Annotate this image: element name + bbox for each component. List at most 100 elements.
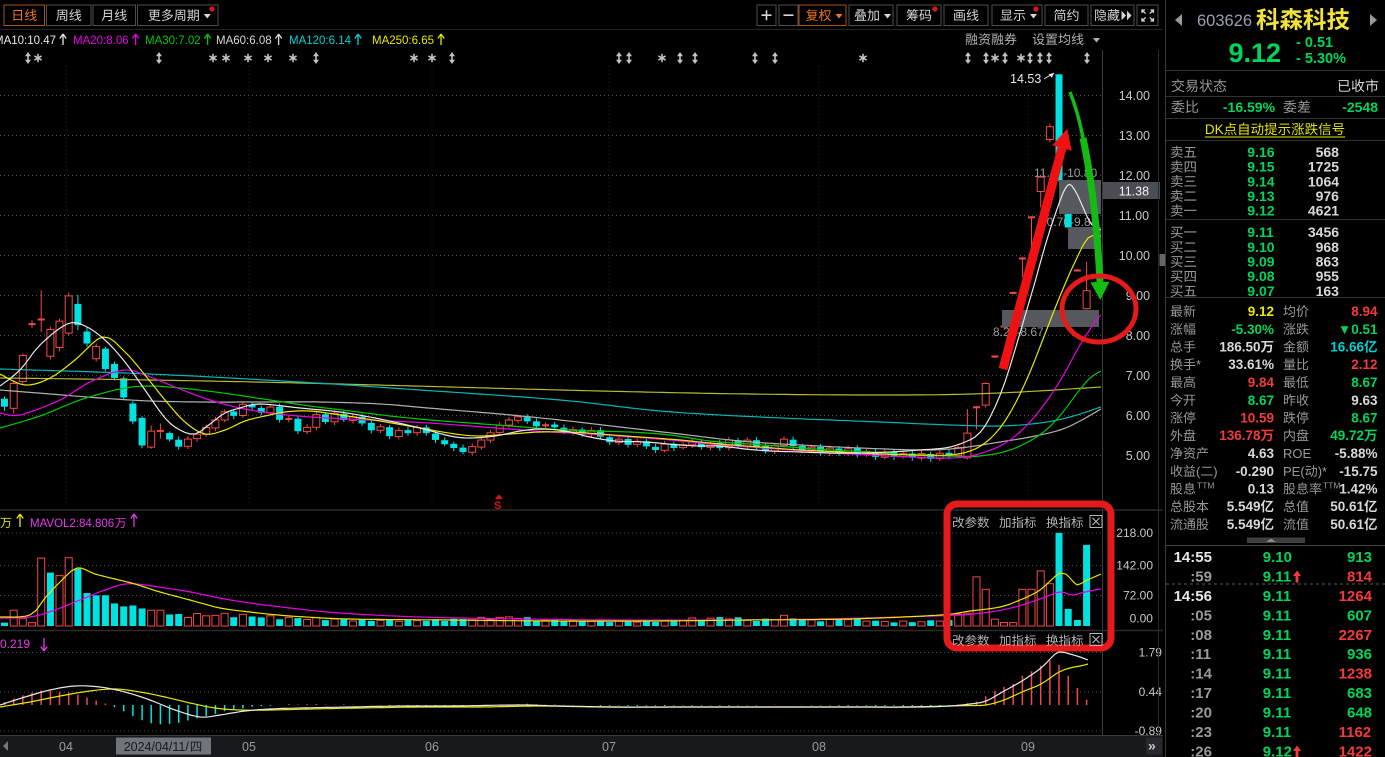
svg-text:683: 683 (1347, 685, 1372, 702)
svg-text:3456: 3456 (1308, 224, 1339, 240)
svg-text:7.00: 7.00 (1126, 369, 1150, 383)
svg-text:72.00: 72.00 (1123, 589, 1153, 603)
svg-text:11.38: 11.38 (1119, 185, 1149, 199)
svg-text:S: S (494, 500, 501, 512)
svg-text:163: 163 (1316, 283, 1340, 299)
svg-text:976: 976 (1316, 188, 1340, 204)
svg-text:MA30:7.02: MA30:7.02 (145, 35, 201, 47)
svg-text:8.21-8.67: 8.21-8.67 (993, 325, 1044, 339)
svg-text:9.12: 9.12 (1263, 744, 1292, 757)
svg-text:9.16: 9.16 (1247, 144, 1274, 160)
svg-text:9.12: 9.12 (1248, 304, 1274, 319)
svg-text:MAVOL2:84.806: MAVOL2:84.806 (30, 518, 114, 530)
svg-text:TTM: TTM (1197, 481, 1214, 491)
svg-text:1238: 1238 (1339, 666, 1372, 683)
svg-text:4.63: 4.63 (1248, 446, 1275, 461)
svg-text:9.11: 9.11 (1263, 685, 1291, 702)
svg-text:14:56: 14:56 (1174, 588, 1212, 605)
svg-text:9.15: 9.15 (1247, 159, 1274, 175)
svg-text:11.00: 11.00 (1119, 209, 1149, 223)
svg-text:- 5.30%: - 5.30% (1296, 51, 1346, 67)
svg-text:9.14: 9.14 (1247, 173, 1274, 189)
svg-text:9.10: 9.10 (1263, 549, 1292, 566)
svg-text:1162: 1162 (1339, 724, 1372, 741)
svg-text:9.11: 9.11 (1263, 569, 1291, 586)
svg-text:0.00: 0.00 (1130, 612, 1154, 626)
svg-text:14:55: 14:55 (1174, 549, 1212, 566)
svg-text:0.219: 0.219 (0, 637, 30, 651)
svg-text:1.42%: 1.42% (1339, 482, 1377, 497)
svg-text:»: » (1148, 738, 1156, 754)
svg-text:-5.30%: -5.30% (1231, 322, 1274, 337)
svg-text:0.13: 0.13 (1248, 482, 1275, 497)
svg-text:8.67: 8.67 (1351, 411, 1377, 426)
svg-text:9.84: 9.84 (1248, 375, 1275, 390)
svg-text:MA10:10.47: MA10:10.47 (0, 35, 56, 47)
svg-text:9.08: 9.08 (1247, 268, 1274, 284)
svg-text:9.11: 9.11 (1263, 666, 1291, 683)
svg-text:9.11: 9.11 (1263, 705, 1291, 722)
svg-text:1422: 1422 (1339, 744, 1372, 757)
svg-text:9.11: 9.11 (1263, 646, 1291, 663)
svg-text:): ) (1213, 464, 1217, 479)
svg-text:TTM: TTM (1323, 481, 1340, 491)
svg-text:10.59: 10.59 (1240, 411, 1274, 426)
svg-text:9.11: 9.11 (1263, 627, 1291, 644)
svg-text:936: 936 (1347, 646, 1372, 663)
svg-text:49.72: 49.72 (1330, 428, 1364, 443)
svg-text:6.00: 6.00 (1126, 409, 1150, 423)
svg-text:8.94: 8.94 (1351, 304, 1378, 319)
svg-text:07: 07 (602, 740, 616, 754)
svg-text:-0.89: -0.89 (1135, 724, 1163, 738)
svg-text:9.11: 9.11 (1247, 224, 1274, 240)
svg-text:-0.290: -0.290 (1236, 464, 1274, 479)
svg-text:9.09: 9.09 (1247, 254, 1274, 270)
svg-text:12.00: 12.00 (1119, 169, 1150, 183)
svg-text:9.11: 9.11 (1263, 607, 1291, 624)
svg-text:968: 968 (1316, 239, 1340, 255)
svg-text:607: 607 (1347, 607, 1372, 624)
svg-text:5.00: 5.00 (1126, 449, 1150, 463)
svg-text:(: ( (1196, 464, 1201, 479)
svg-text:MA20:8.06: MA20:8.06 (73, 35, 129, 47)
svg-text:- 0.51: - 0.51 (1296, 35, 1333, 51)
svg-text:2024/04/11/: 2024/04/11/ (124, 740, 190, 754)
svg-text:186.50: 186.50 (1219, 340, 1260, 355)
svg-text:9.07: 9.07 (1247, 283, 1274, 299)
svg-text::59: :59 (1190, 569, 1212, 586)
svg-text:136.78: 136.78 (1219, 428, 1261, 443)
svg-text:05: 05 (242, 740, 256, 754)
svg-text:814: 814 (1347, 569, 1373, 586)
svg-text::26: :26 (1190, 744, 1212, 757)
svg-text:MA120:6.14: MA120:6.14 (289, 35, 352, 47)
svg-text::17: :17 (1190, 685, 1212, 702)
svg-text:MA250:6.65: MA250:6.65 (372, 35, 434, 47)
svg-text:-2548: -2548 (1342, 99, 1378, 115)
svg-text:1264: 1264 (1339, 588, 1373, 605)
svg-text:ROE: ROE (1283, 446, 1312, 461)
svg-text:9.13: 9.13 (1247, 188, 1274, 204)
svg-text::11: :11 (1190, 646, 1211, 663)
svg-text:PE(: PE( (1283, 464, 1305, 479)
svg-text:)*: )* (1318, 464, 1327, 479)
svg-text:1725: 1725 (1308, 159, 1339, 175)
svg-text:218.00: 218.00 (1116, 526, 1153, 540)
svg-text:-5.88%: -5.88% (1335, 446, 1378, 461)
svg-text:568: 568 (1316, 144, 1340, 160)
svg-text:10.00: 10.00 (1119, 249, 1150, 263)
svg-text:2.12: 2.12 (1351, 357, 1377, 372)
svg-text:1.79: 1.79 (1139, 646, 1163, 660)
svg-text:9.10: 9.10 (1247, 239, 1274, 255)
svg-text:5.549: 5.549 (1227, 499, 1261, 514)
svg-text:2267: 2267 (1339, 627, 1372, 644)
svg-text:9.11: 9.11 (1263, 588, 1291, 605)
svg-text:14.00: 14.00 (1119, 89, 1150, 103)
svg-text:04: 04 (59, 740, 73, 754)
svg-text:9.12: 9.12 (1229, 38, 1282, 68)
svg-text:0.44: 0.44 (1139, 685, 1163, 699)
svg-text:▼0.51: ▼0.51 (1338, 322, 1378, 337)
svg-text::20: :20 (1190, 705, 1212, 722)
svg-text:13.00: 13.00 (1119, 129, 1150, 143)
svg-text:9.63: 9.63 (1351, 393, 1378, 408)
svg-text::05: :05 (1190, 607, 1212, 624)
